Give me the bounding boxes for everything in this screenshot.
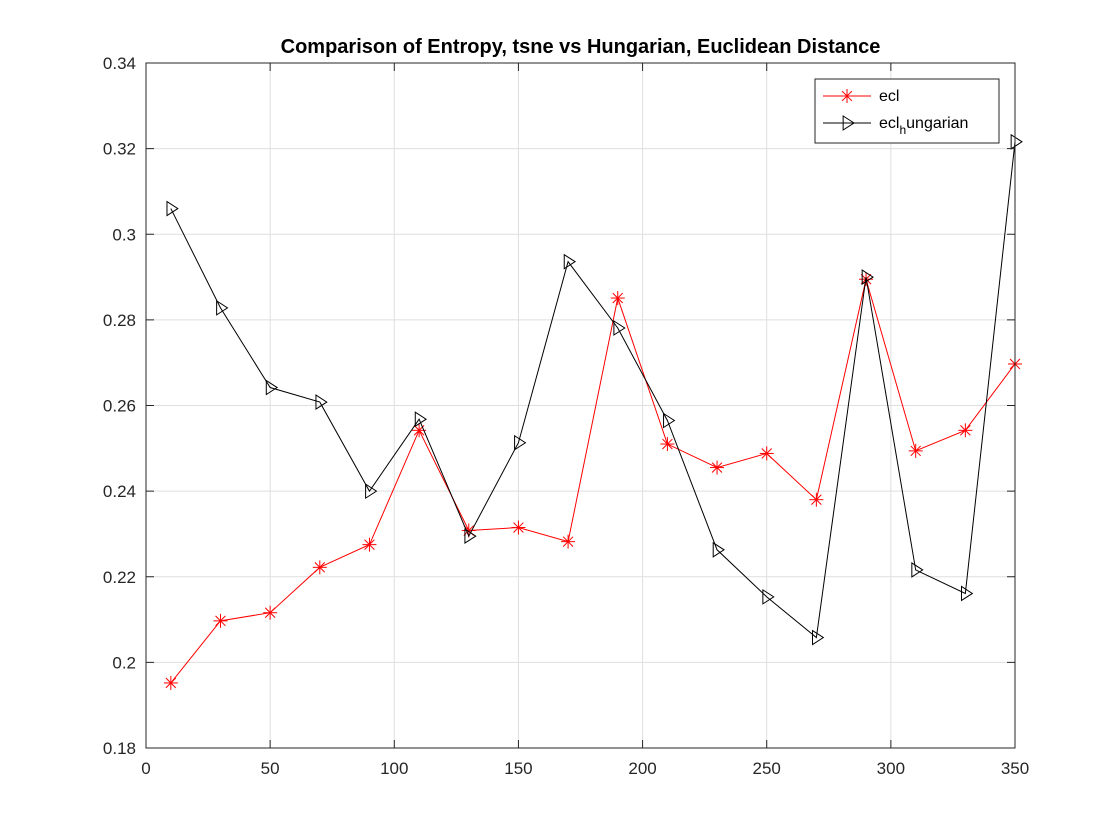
x-tick-label: 50: [261, 759, 280, 778]
data-point: [312, 560, 327, 575]
y-tick-label: 0.3: [112, 225, 136, 244]
y-tick-label: 0.2: [112, 653, 136, 672]
data-point: [263, 605, 278, 620]
legend-label: ecl: [879, 88, 899, 105]
grid: [146, 63, 1015, 748]
series-layer: [163, 133, 1023, 690]
data-point: [511, 520, 526, 535]
data-point: [514, 434, 527, 451]
data-point: [362, 537, 377, 552]
y-tick-label: 0.34: [103, 54, 136, 73]
data-point: [660, 437, 675, 452]
legend-marker: [840, 89, 854, 103]
data-point: [663, 412, 676, 429]
data-point: [812, 629, 825, 646]
data-point: [911, 561, 924, 578]
data-point: [414, 411, 428, 428]
data-point: [861, 269, 874, 285]
data-point: [613, 320, 626, 336]
legend-box: [814, 78, 1000, 144]
y-tick-label: 0.24: [103, 482, 136, 501]
data-point: [315, 394, 328, 410]
data-point: [960, 585, 974, 602]
data-point: [365, 483, 378, 500]
data-point: [762, 588, 775, 605]
data-point: [809, 492, 824, 507]
x-tick-label: 200: [628, 759, 656, 778]
data-point: [908, 443, 923, 458]
data-point: [213, 613, 228, 628]
data-point: [265, 379, 279, 396]
y-tick-label: 0.28: [103, 311, 136, 330]
x-tick-label: 250: [753, 759, 781, 778]
data-point: [1010, 133, 1023, 150]
data-point: [166, 200, 179, 217]
ticks: 0 50 100 150 200 250 300 350 0.18 0.2 0.22 0.24 0.26…: [103, 54, 1029, 778]
y-tick-label: 0.32: [103, 140, 136, 159]
data-point: [561, 534, 576, 549]
y-tick-label: 0.26: [103, 397, 136, 416]
series-1: [166, 133, 1023, 646]
data-point: [610, 291, 625, 306]
x-tick-label: 100: [380, 759, 408, 778]
y-tick-label: 0.22: [103, 568, 136, 587]
legend-marker: [842, 115, 855, 131]
data-point: [216, 299, 229, 316]
x-tick-label: 300: [877, 759, 905, 778]
legend-entry: ecl: [823, 88, 899, 105]
data-point: [464, 528, 477, 544]
data-point: [958, 423, 973, 438]
x-tick-label: 0: [141, 759, 150, 778]
series-line: [170, 279, 1016, 684]
data-point: [563, 253, 577, 270]
data-point: [712, 541, 725, 558]
data-point: [163, 675, 178, 690]
chart-title: Comparison of Entropy, tsne vs Hungarian…: [281, 36, 881, 58]
data-point: [759, 446, 774, 461]
x-tick-label: 350: [1001, 759, 1029, 778]
y-tick-label: 0.18: [103, 739, 136, 758]
x-tick-label: 150: [504, 759, 532, 778]
data-point: [710, 460, 725, 475]
series-line: [170, 141, 1016, 639]
